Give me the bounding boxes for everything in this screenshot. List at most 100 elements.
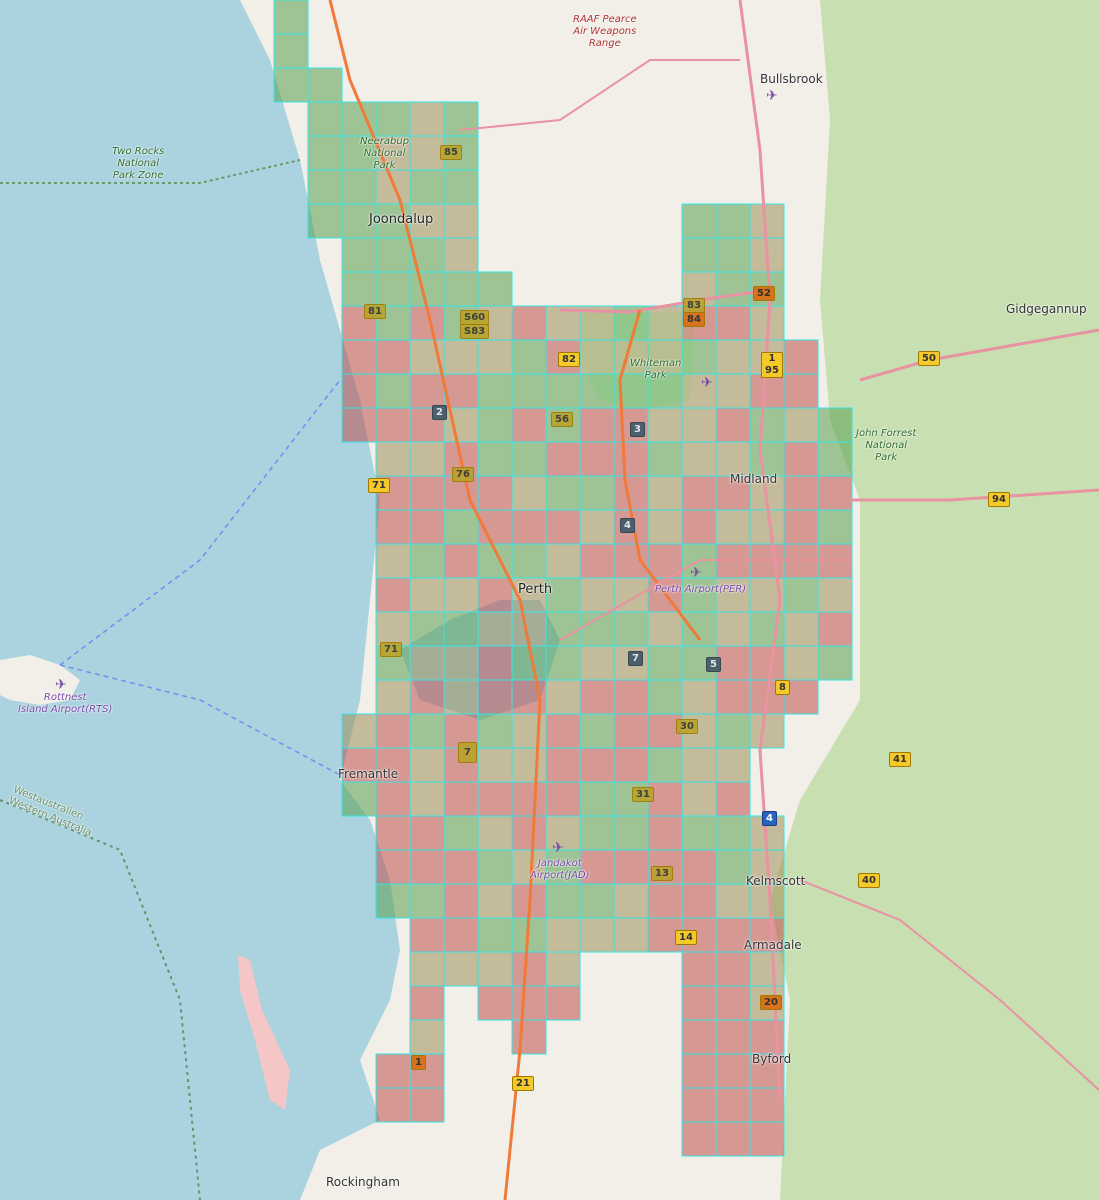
suburb-region[interactable] (477, 373, 513, 409)
suburb-region[interactable] (511, 407, 547, 443)
suburb-region[interactable] (681, 1053, 717, 1089)
suburb-region[interactable] (477, 271, 513, 307)
suburb-region[interactable] (715, 781, 751, 817)
suburb-region[interactable] (681, 339, 717, 375)
suburb-region[interactable] (817, 441, 853, 477)
suburb-region[interactable] (375, 611, 411, 647)
suburb-region[interactable] (579, 849, 615, 885)
suburb-region[interactable] (273, 67, 309, 103)
suburb-region[interactable] (375, 679, 411, 715)
suburb-region[interactable] (715, 815, 751, 851)
suburb-region[interactable] (409, 441, 445, 477)
suburb-region[interactable] (715, 679, 751, 715)
suburb-region[interactable] (647, 747, 683, 783)
suburb-region[interactable] (579, 815, 615, 851)
suburb-region[interactable] (647, 475, 683, 511)
suburb-region[interactable] (817, 407, 853, 443)
suburb-region[interactable] (511, 985, 547, 1021)
suburb-region[interactable] (511, 305, 547, 341)
suburb-region[interactable] (545, 577, 581, 613)
suburb-region[interactable] (749, 373, 785, 409)
suburb-region[interactable] (647, 305, 683, 341)
suburb-region[interactable] (749, 441, 785, 477)
suburb-region[interactable] (715, 203, 751, 239)
suburb-region[interactable] (749, 407, 785, 443)
suburb-region[interactable] (409, 509, 445, 545)
suburb-region[interactable] (783, 611, 819, 647)
suburb-region[interactable] (443, 577, 479, 613)
suburb-region[interactable] (681, 679, 717, 715)
suburb-region[interactable] (681, 611, 717, 647)
suburb-region[interactable] (409, 203, 445, 239)
suburb-region[interactable] (477, 951, 513, 987)
suburb-region[interactable] (715, 577, 751, 613)
suburb-region[interactable] (613, 441, 649, 477)
suburb-region[interactable] (443, 169, 479, 205)
suburb-region[interactable] (443, 781, 479, 817)
suburb-region[interactable] (749, 1121, 785, 1157)
suburb-region[interactable] (783, 339, 819, 375)
suburb-region[interactable] (715, 747, 751, 783)
suburb-region[interactable] (579, 713, 615, 749)
suburb-region[interactable] (409, 1019, 445, 1055)
suburb-region[interactable] (681, 883, 717, 919)
suburb-region[interactable] (511, 849, 547, 885)
suburb-region[interactable] (613, 679, 649, 715)
suburb-region[interactable] (375, 849, 411, 885)
suburb-region[interactable] (647, 509, 683, 545)
suburb-region[interactable] (613, 883, 649, 919)
suburb-region[interactable] (647, 441, 683, 477)
suburb-region[interactable] (511, 339, 547, 375)
suburb-region[interactable] (715, 271, 751, 307)
suburb-region[interactable] (477, 645, 513, 681)
suburb-region[interactable] (613, 713, 649, 749)
suburb-region[interactable] (409, 169, 445, 205)
suburb-region[interactable] (579, 441, 615, 477)
suburb-region[interactable] (375, 305, 411, 341)
suburb-region[interactable] (511, 373, 547, 409)
suburb-region[interactable] (783, 407, 819, 443)
suburb-region[interactable] (443, 271, 479, 307)
suburb-region[interactable] (341, 339, 377, 375)
suburb-region[interactable] (545, 713, 581, 749)
suburb-region[interactable] (477, 781, 513, 817)
suburb-region[interactable] (545, 679, 581, 715)
suburb-region[interactable] (511, 713, 547, 749)
suburb-region[interactable] (477, 713, 513, 749)
suburb-region[interactable] (545, 985, 581, 1021)
suburb-region[interactable] (443, 815, 479, 851)
suburb-region[interactable] (511, 475, 547, 511)
suburb-region[interactable] (375, 543, 411, 579)
suburb-region[interactable] (681, 203, 717, 239)
suburb-region[interactable] (545, 849, 581, 885)
suburb-region[interactable] (749, 509, 785, 545)
suburb-region[interactable] (375, 339, 411, 375)
suburb-region[interactable] (307, 135, 343, 171)
suburb-region[interactable] (681, 407, 717, 443)
suburb-region[interactable] (545, 883, 581, 919)
suburb-region[interactable] (375, 407, 411, 443)
suburb-region[interactable] (443, 883, 479, 919)
suburb-region[interactable] (681, 815, 717, 851)
suburb-region[interactable] (647, 407, 683, 443)
suburb-region[interactable] (715, 509, 751, 545)
suburb-region[interactable] (409, 951, 445, 987)
suburb-region[interactable] (647, 815, 683, 851)
suburb-region[interactable] (409, 713, 445, 749)
suburb-region[interactable] (647, 883, 683, 919)
suburb-region[interactable] (375, 577, 411, 613)
suburb-region[interactable] (477, 441, 513, 477)
suburb-region[interactable] (613, 849, 649, 885)
suburb-region[interactable] (681, 1087, 717, 1123)
suburb-region[interactable] (715, 1019, 751, 1055)
suburb-region[interactable] (715, 713, 751, 749)
suburb-region[interactable] (783, 373, 819, 409)
suburb-region[interactable] (749, 713, 785, 749)
suburb-region[interactable] (579, 373, 615, 409)
suburb-region[interactable] (545, 475, 581, 511)
suburb-region[interactable] (477, 815, 513, 851)
suburb-region[interactable] (681, 237, 717, 273)
suburb-region[interactable] (579, 611, 615, 647)
suburb-region[interactable] (341, 781, 377, 817)
